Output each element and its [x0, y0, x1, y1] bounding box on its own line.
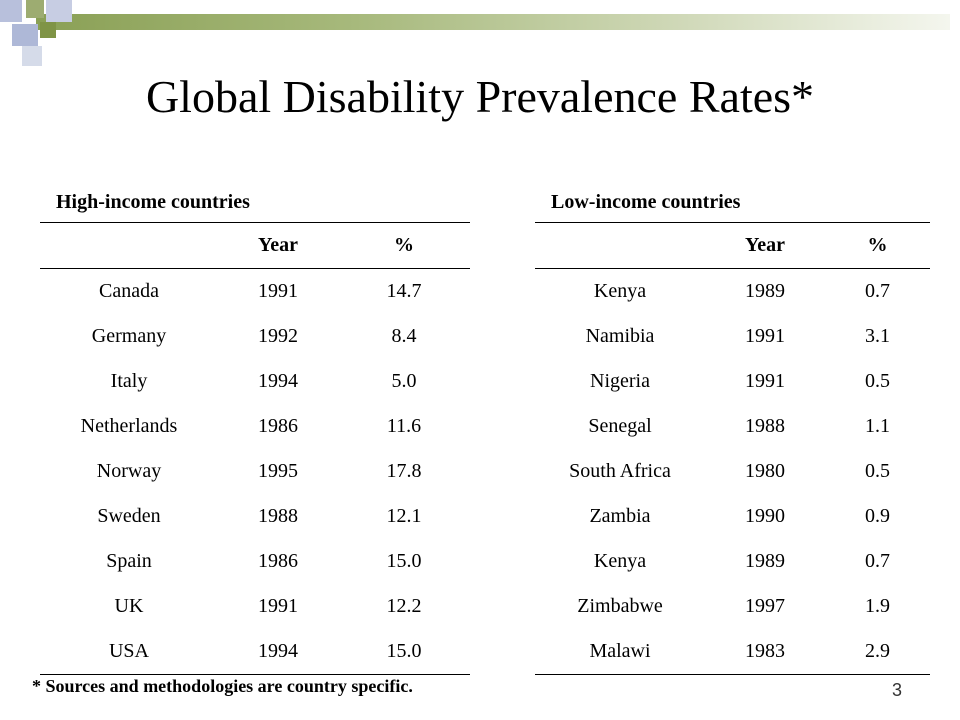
year-cell: 1991: [258, 595, 298, 617]
country-cell: Italy: [110, 370, 148, 392]
percent-cell: 3.1: [865, 325, 890, 347]
decorative-square: [26, 0, 44, 18]
percent-cell: 15.0: [338, 629, 470, 675]
year-cell: 1995: [258, 460, 298, 482]
year-cell: 1994: [218, 629, 338, 675]
low-income-panel: Low-income countries Year % Kenya 1989 0.7…: [535, 180, 930, 675]
table-row: Senegal 1988 1.1: [535, 404, 930, 449]
percent-cell: 0.5: [865, 370, 890, 392]
percent-cell: 1.9: [865, 595, 890, 617]
year-cell: 1997: [745, 595, 785, 617]
percent-cell: 2.9: [825, 629, 930, 675]
percent-cell: 5.0: [391, 370, 417, 392]
percent-cell: 17.8: [386, 460, 422, 482]
table-header-row: Year %: [535, 223, 930, 269]
table-row: South Africa 1980 0.5: [535, 449, 930, 494]
year-cell: 1991: [745, 370, 785, 392]
column-header-percent: %: [825, 223, 930, 269]
country-cell: Kenya: [593, 280, 647, 302]
year-cell: 1986: [258, 550, 298, 572]
high-income-caption: High-income countries: [40, 180, 470, 223]
column-header-percent: %: [338, 223, 470, 269]
decorative-square: [46, 0, 72, 22]
percent-cell: 0.7: [865, 280, 890, 302]
table-row: Zambia 1990 0.9: [535, 494, 930, 539]
country-cell: Namibia: [585, 325, 655, 347]
percent-cell: 12.1: [386, 505, 422, 527]
percent-cell: 0.5: [865, 460, 890, 482]
percent-cell: 1.1: [865, 415, 890, 437]
country-cell: Germany: [91, 325, 167, 347]
table-row: Spain 1986 15.0: [40, 539, 470, 584]
year-cell: 1992: [258, 325, 298, 347]
table-row: Germany 1992 8.4: [40, 314, 470, 359]
year-cell: 1991: [258, 280, 298, 302]
country-cell: Canada: [99, 280, 159, 302]
table-row: Norway 1995 17.8: [40, 449, 470, 494]
table-row: Namibia 1991 3.1: [535, 314, 930, 359]
table-row: Italy 1994 5.0: [40, 359, 470, 404]
table-row: Netherlands 1986 11.6: [40, 404, 470, 449]
year-cell: 1988: [258, 505, 298, 527]
percent-cell: 8.4: [391, 325, 417, 347]
slide-title: Global Disability Prevalence Rates*: [145, 71, 815, 122]
high-income-panel: High-income countries Year % Canada 1991 1…: [40, 180, 470, 675]
header-gradient-bar: [36, 14, 950, 30]
high-income-table: Year % Canada 1991 14.7 Germany 1992 8.4 Ita…: [40, 223, 470, 675]
percent-cell: 12.2: [386, 595, 422, 617]
country-cell: USA: [40, 629, 218, 675]
country-cell: Zambia: [589, 505, 651, 527]
country-cell: Senegal: [588, 415, 652, 437]
country-cell: Zimbabwe: [577, 595, 663, 617]
country-cell: Norway: [96, 460, 162, 482]
low-income-caption: Low-income countries: [535, 180, 930, 223]
table-row: Malawi 1983 2.9: [535, 629, 930, 675]
column-header-country: [40, 223, 218, 269]
year-cell: 1994: [258, 370, 298, 392]
low-income-table: Year % Kenya 1989 0.7 Namibia 1991 3.1 Niger…: [535, 223, 930, 675]
percent-cell: 11.6: [386, 415, 422, 437]
year-cell: 1980: [745, 460, 785, 482]
percent-cell: 14.7: [386, 280, 422, 302]
decorative-square: [22, 46, 42, 66]
decorative-square: [40, 22, 56, 38]
year-cell: 1989: [745, 280, 785, 302]
table-row: Sweden 1988 12.1: [40, 494, 470, 539]
year-cell: 1988: [745, 415, 785, 437]
country-cell: Spain: [106, 550, 152, 572]
decorative-square: [0, 0, 22, 22]
year-cell: 1989: [745, 550, 785, 572]
year-cell: 1990: [745, 505, 785, 527]
country-cell: Nigeria: [590, 370, 650, 392]
table-row: USA 1994 15.0: [40, 629, 470, 675]
country-cell: Sweden: [97, 505, 161, 527]
table-row: UK 1991 12.2: [40, 584, 470, 629]
country-cell: Netherlands: [80, 415, 178, 437]
page-number: 3: [892, 680, 903, 700]
country-cell: Kenya: [593, 550, 647, 572]
footnote: * Sources and methodologies are country …: [32, 676, 413, 696]
column-header-year: Year: [705, 223, 825, 269]
percent-cell: 0.9: [865, 505, 890, 527]
table-row: Canada 1991 14.7: [40, 269, 470, 315]
percent-cell: 15.0: [386, 550, 422, 572]
decorative-square: [12, 24, 38, 46]
column-header-country: [535, 223, 705, 269]
table-row: Zimbabwe 1997 1.9: [535, 584, 930, 629]
table-row: Kenya 1989 0.7: [535, 539, 930, 584]
table-row: Nigeria 1991 0.5: [535, 359, 930, 404]
year-cell: 1986: [258, 415, 298, 437]
country-cell: UK: [114, 595, 144, 617]
percent-cell: 0.7: [865, 550, 890, 572]
year-cell: 1991: [745, 325, 785, 347]
table-header-row: Year %: [40, 223, 470, 269]
country-cell: Malawi: [535, 629, 705, 675]
year-cell: 1983: [705, 629, 825, 675]
column-header-year: Year: [218, 223, 338, 269]
country-cell: South Africa: [569, 460, 671, 482]
table-row: Kenya 1989 0.7: [535, 269, 930, 315]
